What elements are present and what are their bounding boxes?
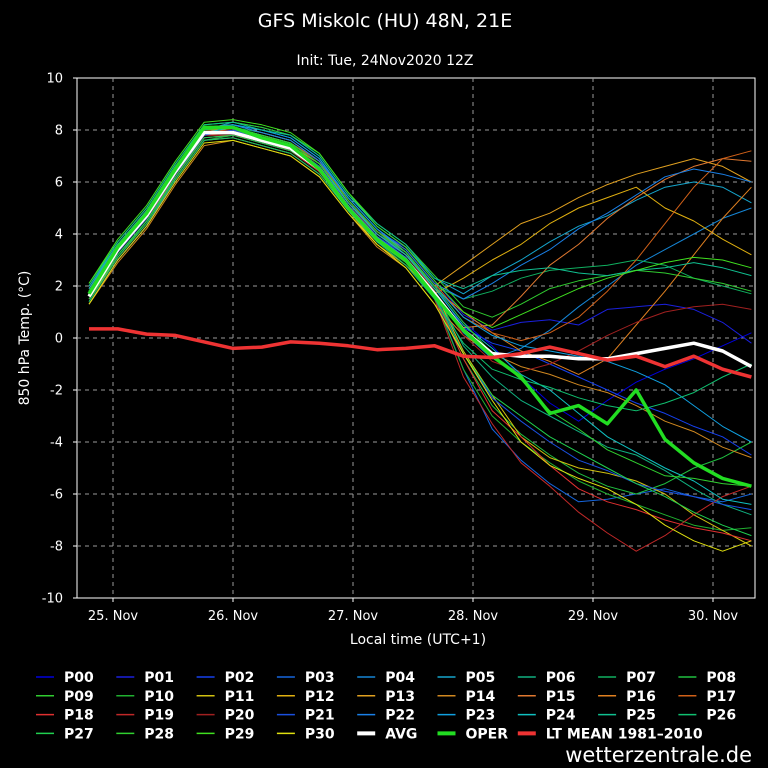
x-tick-label: 30. Nov [688,609,738,624]
legend-label: P02 [225,670,255,686]
x-axis-label: Local time (UTC+1) [350,632,486,648]
y-tick-label: -8 [50,540,63,555]
x-tick-label: 29. Nov [568,609,618,624]
legend-label: P10 [144,689,174,705]
series-line-p10 [88,134,752,531]
legend-label: P07 [626,670,656,686]
x-tick-label: 26. Nov [208,609,258,624]
y-axis-label: 850 hPa Temp. (°C) [17,271,33,406]
legend-label: P09 [64,689,94,705]
series-line-p30 [88,139,752,552]
series-line-p26 [88,137,752,412]
legend-label: P13 [385,689,415,705]
legend-label: AVG [385,726,417,742]
legend: P00 P01 P02 P03 P04 P05 P06 P07 P08 P09 P10 P11 P12 P… [36,670,736,742]
legend-label: P05 [466,670,496,686]
legend-label: P23 [466,708,496,724]
y-tick-label: 2 [55,280,63,295]
y-tick-label: 8 [55,124,63,139]
legend-label: P08 [706,670,736,686]
x-axis-ticks: 25. Nov 26. Nov 27. Nov 28. Nov 29. Nov 30. N… [88,598,738,624]
y-tick-label: -4 [50,436,63,451]
y-tick-label: 0 [55,332,63,347]
series-line-p21 [88,129,752,511]
y-axis-ticks: 10 8 6 4 2 0 -2 -4 -6 -8 -10 [42,72,77,607]
legend-label: P30 [305,726,335,742]
legend-label: P24 [546,708,576,724]
y-tick-label: 6 [55,176,63,191]
y-tick-label: 10 [46,72,63,87]
x-tick-label: 27. Nov [328,609,378,624]
legend-label: P17 [706,689,736,705]
series-line-oper [87,125,752,488]
legend-label: P28 [144,726,174,742]
legend-label: LT MEAN 1981–2010 [546,726,703,742]
legend-label: P18 [64,708,94,724]
y-tick-label: -6 [50,488,63,503]
legend-label: P27 [64,726,94,742]
series-line-p02 [88,134,752,456]
legend-label: P19 [144,708,174,724]
legend-label: P29 [225,726,255,742]
legend-label: P20 [225,708,255,724]
legend-label: P06 [546,670,576,686]
legend-label: P15 [546,689,576,705]
legend-label: P01 [144,670,174,686]
y-tick-label: -2 [50,384,63,399]
series-line-p29 [88,119,752,329]
legend-label: P00 [64,670,94,686]
series-line-lt-mean-1981-2010 [89,327,752,379]
series-line-p27 [88,134,752,537]
chart-subtitle: Init: Tue, 24Nov2020 12Z [297,53,474,69]
credit-label: wetterzentrale.de [565,743,752,767]
legend-label: P14 [466,689,496,705]
legend-label: P21 [305,708,335,724]
x-tick-label: 28. Nov [448,609,498,624]
legend-label: P25 [626,708,656,724]
x-tick-label: 25. Nov [88,609,138,624]
series-layer [87,119,753,552]
legend-label: P16 [626,689,656,705]
legend-label: P11 [225,689,255,705]
series-line-p03 [88,126,752,503]
legend-label: P26 [706,708,736,724]
y-tick-label: 4 [55,228,63,243]
legend-label: OPER [466,726,509,742]
legend-label: P12 [305,689,335,705]
legend-label: P22 [385,708,415,724]
chart-title: GFS Miskolc (HU) 48N, 21E [258,10,512,32]
legend-label: P03 [305,670,335,686]
grid-layer [77,78,755,598]
y-tick-label: -10 [42,592,63,607]
legend-label: P04 [385,670,415,686]
series-line-p23 [88,124,752,443]
series-line-p24 [88,126,752,505]
